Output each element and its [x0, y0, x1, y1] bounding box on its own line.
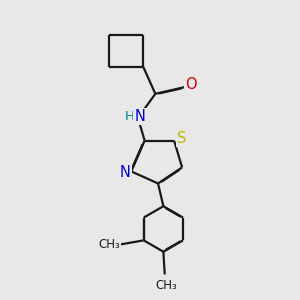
Text: N: N [120, 165, 131, 180]
Text: CH₃: CH₃ [155, 279, 177, 292]
Text: H: H [125, 110, 135, 123]
Text: O: O [185, 77, 197, 92]
Text: N: N [135, 109, 146, 124]
Text: S: S [177, 131, 186, 146]
Text: CH₃: CH₃ [98, 238, 120, 251]
